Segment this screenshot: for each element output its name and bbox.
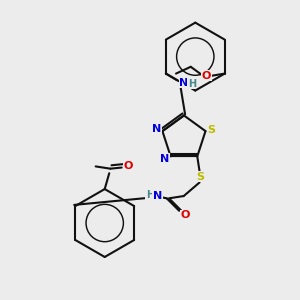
Text: H: H xyxy=(188,79,196,89)
Text: S: S xyxy=(197,172,205,182)
Text: N: N xyxy=(153,191,162,201)
Text: H: H xyxy=(146,190,154,200)
Text: N: N xyxy=(152,124,161,134)
Text: O: O xyxy=(180,210,190,220)
Text: S: S xyxy=(207,125,215,135)
Text: O: O xyxy=(202,71,211,81)
Text: O: O xyxy=(124,161,133,171)
Text: N: N xyxy=(160,154,169,164)
Text: N: N xyxy=(179,78,189,88)
